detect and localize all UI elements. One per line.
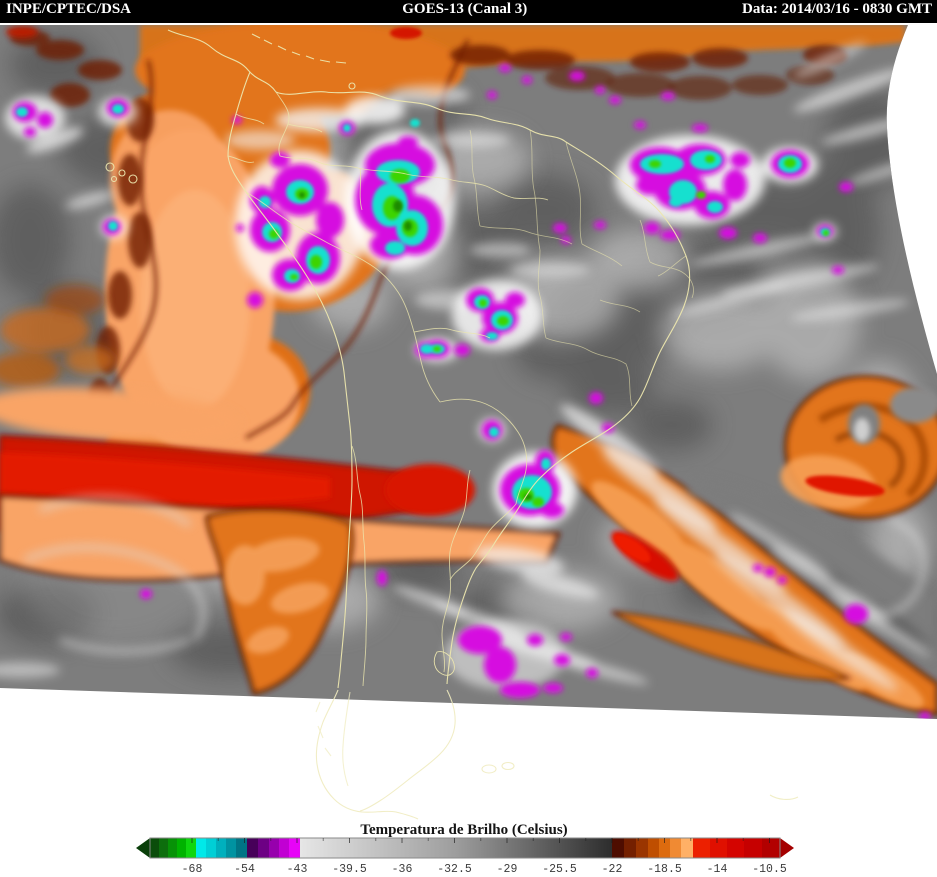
colorbar-segment [670, 838, 681, 858]
convection-darkgreen [299, 192, 532, 500]
colorbar-segment [247, 838, 258, 858]
colorbar-segment [150, 838, 159, 858]
coastline-west [227, 71, 353, 689]
colorbar-segment [648, 838, 659, 858]
red-fleck-topleft [6, 26, 38, 38]
tick-label: -68 [182, 863, 203, 876]
tick-label: -32.5 [437, 863, 472, 876]
colorbar-segment [744, 838, 762, 858]
colorbar-segment [168, 838, 177, 858]
colorbar-segment [159, 838, 168, 858]
datetime-label: Data: 2014/03/16 - 0830 GMT [742, 1, 932, 17]
colorbar-segment [206, 838, 216, 858]
title-bar: INPE/CPTEC/DSA GOES-13 (Canal 3) Data: 2… [0, 0, 937, 25]
tick-label: -36 [392, 863, 413, 876]
colorbar-segment [612, 838, 624, 858]
cirrus-wisps [0, 42, 933, 691]
colorbar-ticks: -68 -54 -43 -39.5 -36 -32.5 -29 -25.5 -22 -18.5 -1… [182, 838, 787, 876]
colorbar-segment [226, 838, 236, 858]
tick-label: -18.5 [647, 863, 682, 876]
colorbar-segment [236, 838, 247, 858]
colorbar-segment [258, 838, 269, 858]
country-borders [105, 29, 694, 689]
swirl-arcs [23, 495, 927, 655]
state-borders [469, 129, 694, 407]
se-vortex [780, 375, 937, 519]
colorbar-segment [196, 838, 206, 858]
island-outlines [105, 33, 455, 676]
tick-label: -22 [602, 863, 623, 876]
tick-label: -54 [234, 863, 255, 876]
tick-label: -39.5 [332, 863, 367, 876]
colorbar-segment [693, 838, 710, 858]
colorbar-segment [659, 838, 670, 858]
internal-borders [227, 91, 549, 687]
dry-air-orange-regions [0, 25, 937, 717]
colorbar-outline [149, 837, 781, 859]
colorbar-segment [710, 838, 727, 858]
colorbar-left-arrow [136, 838, 150, 858]
agency-label: INPE/CPTEC/DSA [6, 1, 132, 17]
colorbar-segment [624, 838, 636, 858]
colorbar-title: Temperatura de Brilho (Celsius) [360, 822, 567, 838]
colorbar-scale [136, 837, 794, 859]
colorbar-segment [636, 838, 648, 858]
colorbar-segment [177, 838, 186, 858]
patagonia-outline [315, 689, 799, 820]
red-dash-top [390, 27, 422, 39]
colorbar-segment [216, 838, 226, 858]
colorbar-right-arrow [780, 838, 794, 858]
colorbar-segment [727, 838, 744, 858]
colorbar-segment [681, 838, 693, 858]
colorbar-segment [269, 838, 279, 858]
tick-label: -43 [287, 863, 308, 876]
scan-area [0, 25, 937, 719]
colorbar-segment [279, 838, 289, 858]
left-mottle [0, 285, 115, 388]
tick-label: -14 [707, 863, 728, 876]
colorbar-segment [289, 838, 300, 858]
tick-label: -29 [497, 863, 518, 876]
colorbar-segment [186, 838, 196, 858]
channel-label: GOES-13 (Canal 3) [402, 1, 528, 17]
tick-label: -25.5 [542, 863, 577, 876]
tick-label: -10.5 [752, 863, 787, 876]
colorbar-segment [300, 838, 612, 858]
gray-lane [686, 476, 937, 646]
colorbar: Temperatura de Brilho (Celsius) -68 -54 -4… [136, 822, 794, 876]
colorbar-segment [762, 838, 780, 858]
